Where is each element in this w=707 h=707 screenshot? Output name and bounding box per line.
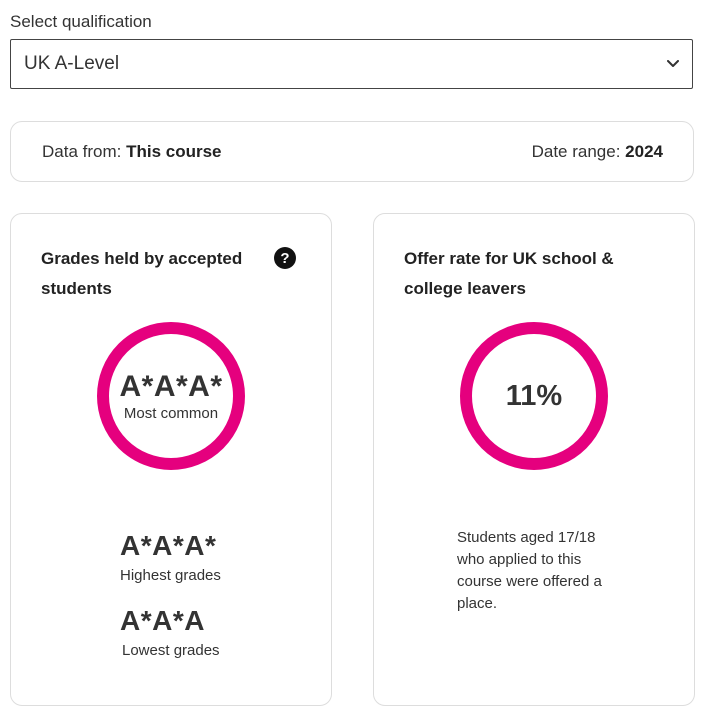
lowest-grades: A*A*A Lowest grades — [120, 605, 220, 659]
lowest-grades-label: Lowest grades — [122, 642, 220, 659]
qualification-select-value: UK A-Level — [24, 53, 120, 74]
data-from: Data from: This course — [42, 142, 222, 162]
most-common-label: Most common — [123, 404, 219, 422]
select-qualification-label: Select qualification — [10, 12, 152, 31]
offer-rate-description: Students aged 17/18 who applied to this … — [457, 529, 602, 612]
chevron-down-icon — [666, 57, 680, 71]
offer-rate-card: Offer rate for UK school & college leave… — [373, 213, 695, 706]
offer-rate-ring: 11% — [460, 322, 608, 470]
qualification-select[interactable]: UK A-Level — [10, 39, 693, 89]
data-from-label: Data from: — [42, 141, 122, 161]
highest-grades-label: Highest grades — [120, 567, 221, 584]
offer-rate-card-title: Offer rate for UK school & college leave… — [404, 249, 614, 298]
date-range: Date range: 2024 — [532, 142, 663, 162]
data-from-value: This course — [126, 141, 222, 161]
grades-card: Grades held by accepted students ? A*A*A… — [10, 213, 332, 706]
offer-rate-value: 11% — [505, 379, 563, 412]
most-common-ring: A*A*A* Most common — [97, 322, 245, 470]
data-info-bar: Data from: This course Date range: 2024 — [10, 121, 694, 182]
highest-grades: A*A*A* Highest grades — [120, 530, 221, 584]
date-range-label: Date range: — [531, 141, 621, 161]
most-common-grade: A*A*A* — [119, 369, 223, 403]
grades-card-title: Grades held by accepted students — [41, 249, 243, 298]
highest-grades-value: A*A*A* — [120, 530, 217, 561]
lowest-grades-value: A*A*A — [120, 605, 205, 636]
date-range-value: 2024 — [625, 141, 663, 161]
help-icon[interactable]: ? — [274, 247, 296, 269]
